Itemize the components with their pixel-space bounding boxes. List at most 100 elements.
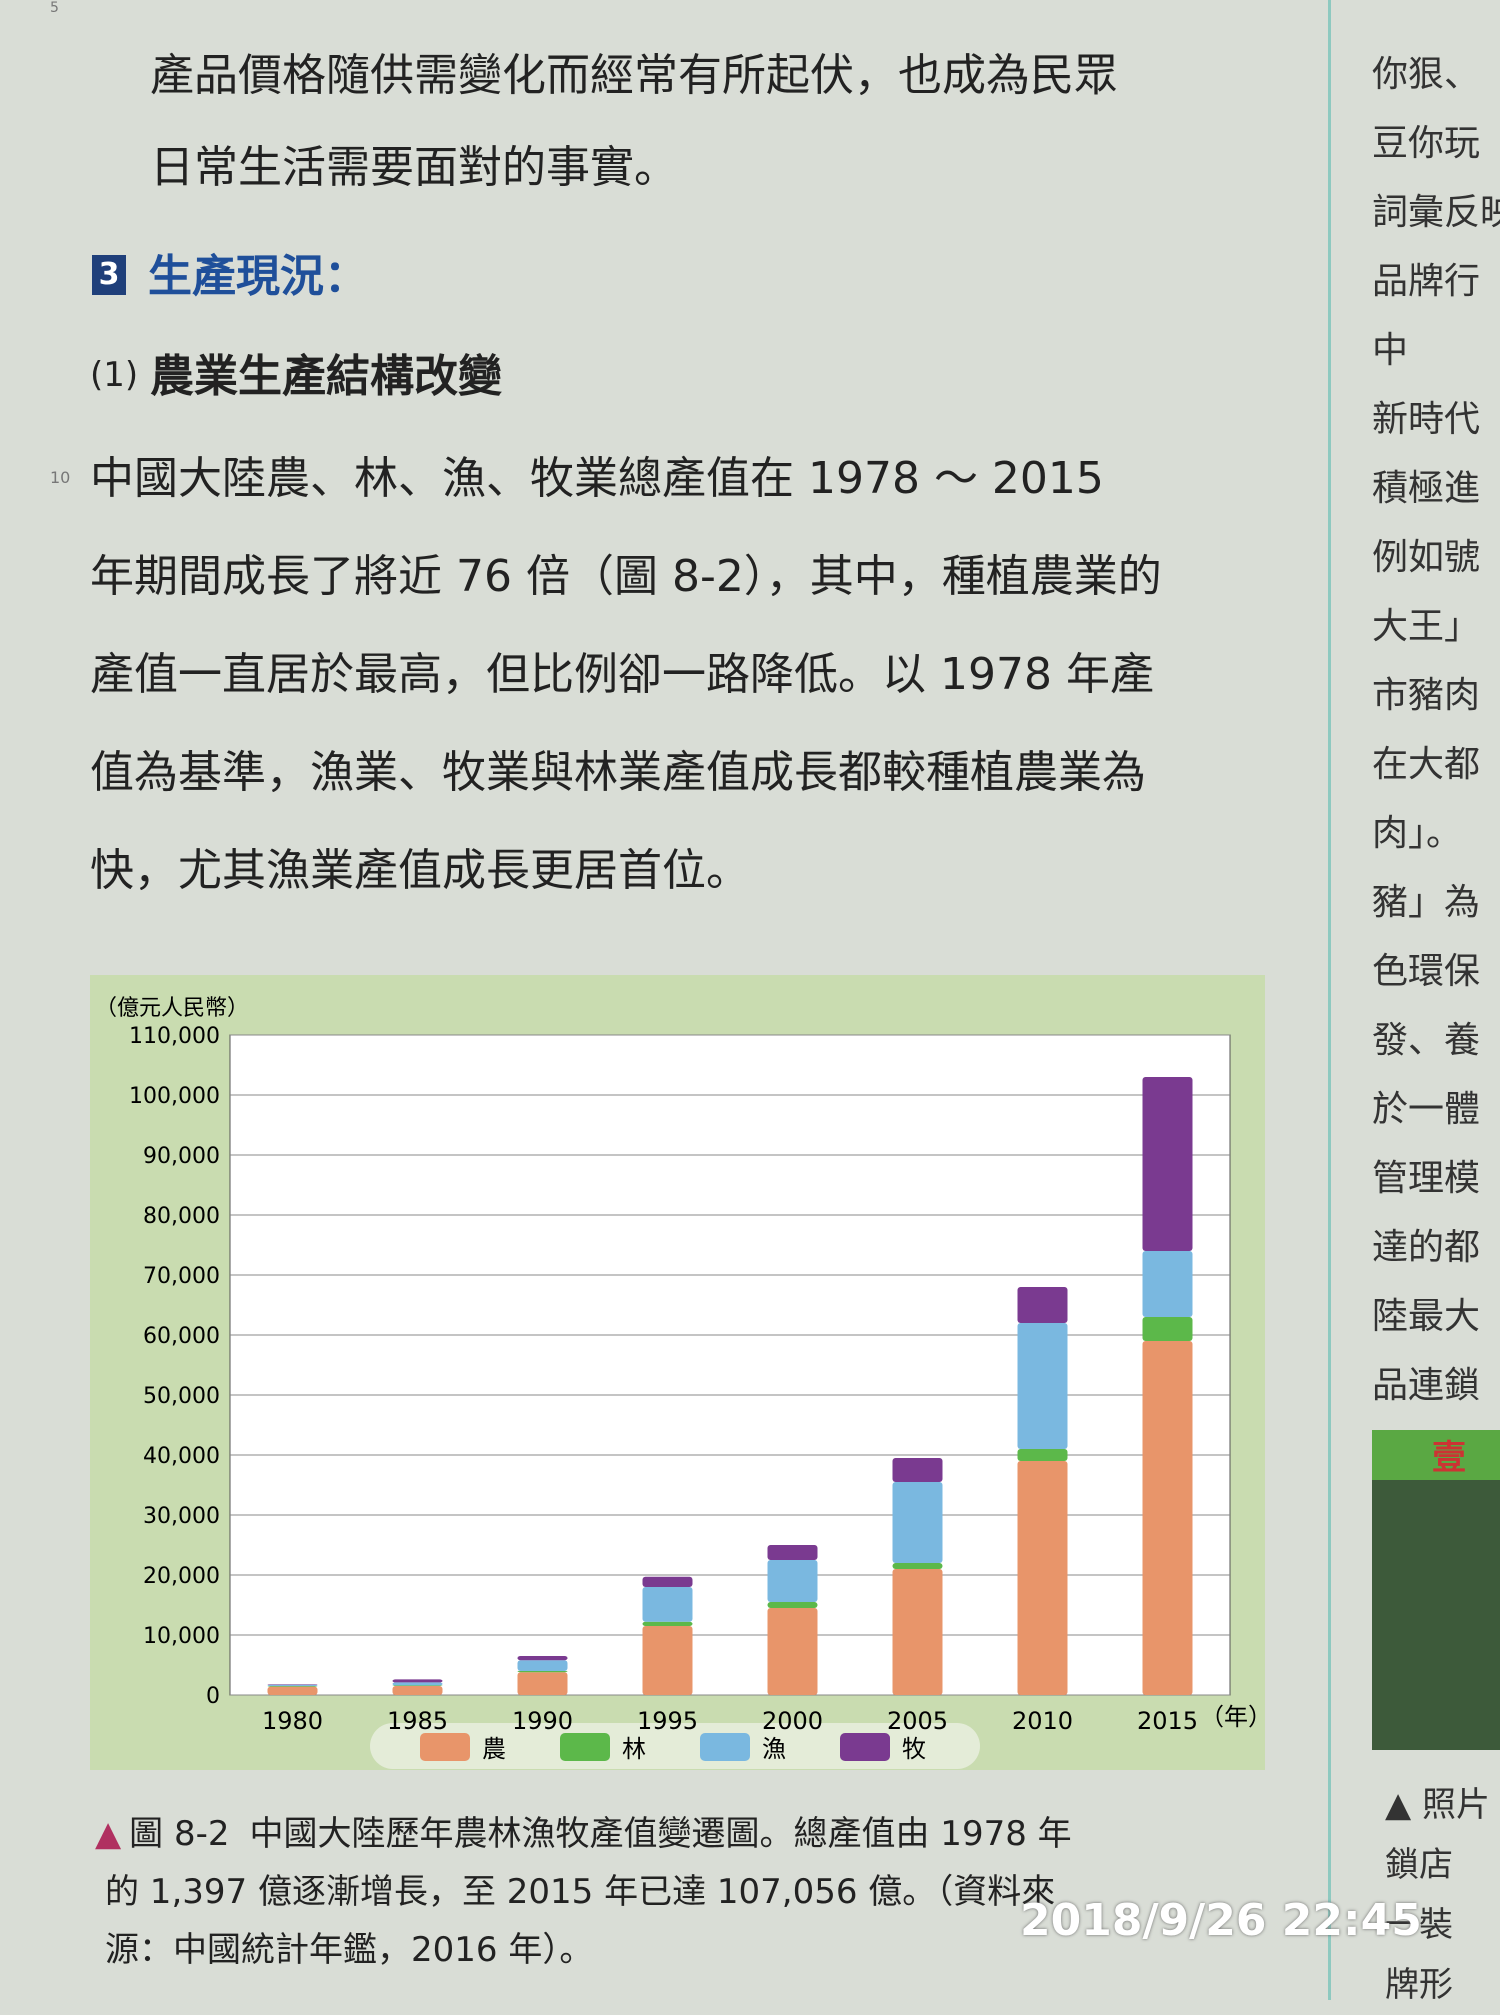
- legend-swatch: [560, 1733, 610, 1761]
- text-line: 中國大陸農、林、漁、牧業總產值在 1978 ～ 2015: [90, 453, 1104, 504]
- x-tick-label: 1980: [262, 1707, 323, 1735]
- legend-label: 牧: [902, 1735, 926, 1763]
- text-line: 產值一直居於最高，但比例卻一路降低。以 1978 年產: [90, 649, 1154, 700]
- x-tick-label: 2005: [887, 1707, 948, 1735]
- side-line: 詞彙反映: [1372, 192, 1500, 233]
- bar-segment: [517, 1672, 568, 1695]
- bar-segment: [892, 1458, 943, 1482]
- section-title: 生產現況：: [148, 251, 368, 302]
- legend-swatch: [840, 1733, 890, 1761]
- subsection-title: 農業生產結構改變: [150, 351, 502, 402]
- bar-segment: [392, 1685, 443, 1686]
- bar-segment: [892, 1482, 943, 1563]
- bar-segment: [1017, 1461, 1068, 1695]
- y-axis-label: （億元人民幣）: [95, 996, 249, 1021]
- side-line: 新時代: [1372, 399, 1481, 440]
- text-line: 快，尤其漁業產值成長更居首位。: [90, 845, 750, 896]
- bar-segment: [892, 1563, 943, 1569]
- bar-segment: [267, 1684, 318, 1685]
- side-line: 你狠、: [1372, 54, 1481, 95]
- legend-label: 農: [482, 1735, 506, 1763]
- side-line: 積極進: [1372, 468, 1481, 509]
- side-line: 大王」: [1372, 606, 1481, 647]
- column-rule: [1328, 0, 1331, 2000]
- bar-segment: [767, 1602, 818, 1608]
- caption: ▲ 圖 8-2 中國大陸歷年農林漁牧產值變遷圖。總產值由 1978 年的 1,397…: [95, 1805, 1072, 1979]
- bar-segment: [642, 1626, 693, 1695]
- subsection-number: (1): [90, 355, 139, 395]
- legend-swatch: [420, 1733, 470, 1761]
- side-line: 市豬肉: [1372, 675, 1481, 716]
- text-line: 年期間成長了將近 76 倍（圖 8-2），其中，種植農業的: [90, 551, 1162, 602]
- x-axis-label: （年）: [1200, 1703, 1265, 1731]
- legend-label: 漁: [762, 1735, 786, 1763]
- side-caption: ▲ 照片鎖店一裝牌形: [1385, 1775, 1490, 2015]
- side-caption-line: ▲ 照片: [1385, 1785, 1490, 1825]
- bar-segment: [392, 1682, 443, 1686]
- legend-box: [370, 1723, 980, 1769]
- bar-segment: [642, 1621, 693, 1626]
- bar-segment: [642, 1587, 693, 1622]
- y-tick-label: 50,000: [143, 1384, 220, 1409]
- side-line: 品連鎖: [1372, 1365, 1481, 1406]
- side-line: 肉」。: [1372, 813, 1463, 854]
- y-tick-label: 90,000: [143, 1144, 220, 1169]
- caption-line: 源：中國統計年鑑，2016 年）。: [105, 1930, 594, 1970]
- bar-segment: [517, 1656, 568, 1661]
- side-line: 品牌行: [1372, 261, 1481, 302]
- bar-segment: [767, 1545, 818, 1560]
- text-line: 產品價格隨供需變化而經常有所起伏，也成為民眾: [150, 50, 1118, 101]
- y-tick-label: 10,000: [143, 1624, 220, 1649]
- bar-segment: [517, 1671, 568, 1673]
- x-tick-label: 1985: [387, 1707, 448, 1735]
- bar-segment: [267, 1686, 318, 1687]
- bar-segment: [1017, 1287, 1068, 1323]
- timestamp: 2018/9/26 22:45: [1020, 1895, 1422, 1946]
- side-line: 發、養: [1372, 1020, 1481, 1061]
- x-tick-label: 2010: [1012, 1707, 1073, 1735]
- y-tick-label: 40,000: [143, 1444, 220, 1469]
- side-line: 例如號: [1372, 537, 1481, 578]
- y-tick-label: 80,000: [143, 1204, 220, 1229]
- page-number: 5: [50, 0, 59, 16]
- bar-segment: [767, 1608, 818, 1695]
- bar-segment: [1017, 1323, 1068, 1449]
- x-tick-label: 1995: [637, 1707, 698, 1735]
- bar-segment: [267, 1686, 318, 1695]
- y-tick-label: 0: [206, 1684, 220, 1709]
- y-tick-label: 110,000: [129, 1024, 220, 1049]
- bar-segment: [517, 1660, 568, 1671]
- bar-segment: [1017, 1449, 1068, 1461]
- intro: 產品價格隨供需變化而經常有所起伏，也成為民眾 日常生活需要面對的事實。: [150, 30, 1118, 214]
- side-caption-line: 牌形: [1385, 1965, 1453, 2005]
- line-number: 10: [50, 468, 71, 487]
- caption-marker: ▲: [95, 1814, 122, 1854]
- bar-segment: [767, 1560, 818, 1602]
- side-box-title: 壹: [1372, 1430, 1500, 1480]
- side-caption-line: 一裝: [1385, 1905, 1453, 1945]
- paragraph: 中國大陸農、林、漁、牧業總產值在 1978 ～ 2015 年期間成長了將近 76 …: [90, 430, 1162, 920]
- bar-segment: [1142, 1077, 1193, 1251]
- text-line: 日常生活需要面對的事實。: [150, 142, 678, 193]
- legend-label: 林: [622, 1735, 646, 1763]
- side-line: 豆你玩: [1372, 123, 1481, 164]
- caption-label: 圖 8-2: [129, 1814, 230, 1854]
- side-line: 管理模: [1372, 1158, 1481, 1199]
- caption-head: ▲ 圖 8-2 中國大陸歷年農林漁牧產值變遷圖。總產值由 1978 年: [95, 1805, 1072, 1863]
- y-tick-label: 60,000: [143, 1324, 220, 1349]
- y-tick-label: 20,000: [143, 1564, 220, 1589]
- side-line: 色環保: [1372, 951, 1481, 992]
- bar-segment: [892, 1569, 943, 1695]
- bar-segment: [267, 1684, 318, 1686]
- bar-segment: [1142, 1251, 1193, 1317]
- legend-swatch: [700, 1733, 750, 1761]
- side-caption-line: 鎖店: [1385, 1845, 1453, 1885]
- side-line: 達的都: [1372, 1227, 1481, 1268]
- bar-segment: [392, 1686, 443, 1695]
- section-number: 3: [92, 255, 126, 295]
- y-tick-label: 100,000: [129, 1084, 220, 1109]
- text-line: 值為基準，漁業、牧業與林業產值成長都較種植農業為: [90, 747, 1146, 798]
- side-line: 在大都: [1372, 744, 1481, 785]
- side-photo: 壹: [1372, 1430, 1500, 1750]
